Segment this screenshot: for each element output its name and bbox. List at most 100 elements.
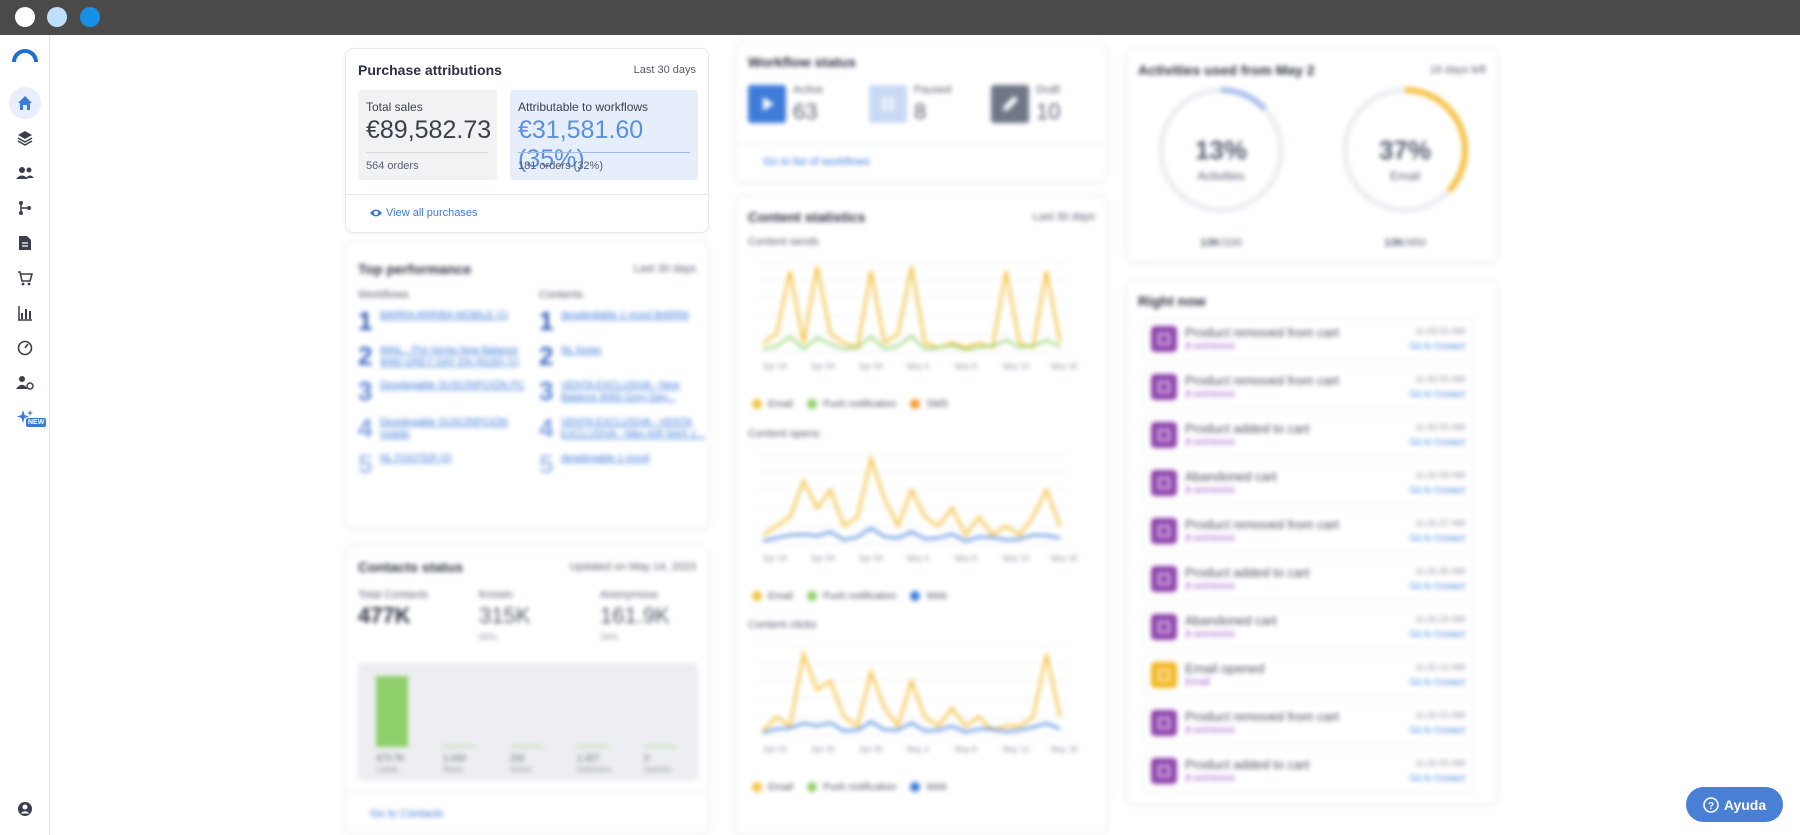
top-item-link[interactable]: Desplegable SUSCRIPCIÓN mobile <box>380 417 508 440</box>
x-tick-label: May 14 <box>1003 362 1030 371</box>
activity-feed-row: Product removed from cart A someone 11:31:… <box>1144 702 1474 744</box>
top-performance-period: Last 30 days <box>633 263 696 275</box>
go-to-contact-link[interactable]: Go to Contact <box>1409 677 1465 687</box>
top-item-link[interactable]: VENTA EXCLUSIVA - New Balance 9060 Grey … <box>561 380 680 403</box>
top-item-link[interactable]: BARRA ARRIBA MOBILE (1) <box>380 310 509 321</box>
rank-number: 1 <box>539 306 554 336</box>
svg-text:?: ? <box>1708 801 1714 812</box>
nav-cart-icon[interactable] <box>9 262 41 294</box>
top-item-link[interactable]: MAIL - Pre-Venta New Balance 9060 GREY D… <box>380 345 519 368</box>
top-item-link[interactable]: VENTA EXCLUSIVA - VENTA EXCLUSIVA - Nike… <box>561 417 705 440</box>
go-to-contact-link[interactable]: Go to Contact <box>1409 437 1465 447</box>
top-item-link[interactable]: desplegable 1 movil <box>561 453 650 464</box>
nav-analytics-icon[interactable] <box>9 297 41 329</box>
go-to-workflows-link[interactable]: Go to list of workflows <box>763 156 870 168</box>
secondary-series-line <box>762 334 1061 351</box>
legend-item[interactable]: Web <box>910 591 947 602</box>
event-title: Product removed from cart <box>1185 517 1339 532</box>
rank-number: 2 <box>358 341 373 371</box>
legend-item[interactable]: Email <box>752 782 793 793</box>
x-tick-label: May 4 <box>907 554 929 563</box>
rank-number: 4 <box>539 413 554 443</box>
event-icon <box>1151 758 1177 784</box>
legend-item[interactable]: Push notification <box>807 782 896 793</box>
event-subject: A someone <box>1185 389 1236 400</box>
attributable-label: Attributable to workflows <box>518 100 649 114</box>
event-title: Product added to cart <box>1185 757 1310 772</box>
contact-bar-value: 232 <box>510 753 526 763</box>
total-sales-box: Total sales €89,582.73 564 orders <box>358 90 497 180</box>
event-icon <box>1151 614 1177 640</box>
event-time: 11:31:24 AM <box>1415 614 1465 624</box>
contact-bar-label: Defecters <box>577 765 612 774</box>
contact-bar-label: Leads <box>376 765 398 774</box>
activity-feed-row: Email opened Email 11:31:12 AM Go to Contac… <box>1144 654 1474 696</box>
go-to-contact-link[interactable]: Go to Contact <box>1409 773 1465 783</box>
nav-workflows-icon[interactable] <box>9 192 41 224</box>
event-subject: A someone <box>1185 341 1236 352</box>
legend-item[interactable]: Push notification <box>807 399 896 410</box>
go-to-contact-link[interactable]: Go to Contact <box>1409 581 1465 591</box>
purchase-period: Last 30 days <box>633 64 696 76</box>
top-item-link[interactable]: Desplegable SUSCRIPCIÓN PC <box>380 380 525 391</box>
contacts-updated: Updated on May 14, 2023 <box>569 561 696 573</box>
top-item-link[interactable]: NL footer <box>561 345 602 356</box>
nav-layers-icon[interactable] <box>9 122 41 154</box>
legend-item[interactable]: Email <box>752 399 793 410</box>
go-to-contacts-link[interactable]: Go to Contacts <box>370 808 444 820</box>
go-to-contact-link[interactable]: Go to Contact <box>1409 533 1465 543</box>
contact-bar <box>376 675 408 747</box>
top-item-link[interactable]: NL FOOTER (2) <box>380 453 452 464</box>
window-close-button[interactable] <box>15 7 35 27</box>
go-to-contact-link[interactable]: Go to Contact <box>1409 485 1465 495</box>
event-title: Product removed from cart <box>1185 373 1339 388</box>
top-item-link[interactable]: despleglable 1 movil BARRA <box>561 310 689 321</box>
window-maximize-button[interactable] <box>80 7 100 27</box>
sidebar: NEW <box>0 35 50 835</box>
event-time: 11:31:00 AM <box>1415 758 1465 768</box>
event-title: Product removed from cart <box>1185 709 1339 724</box>
x-tick-label: May 8 <box>955 362 977 371</box>
event-icon <box>1151 422 1177 448</box>
go-to-contact-link[interactable]: Go to Contact <box>1409 725 1465 735</box>
gauge-usage: 13K/100 <box>1200 237 1242 249</box>
nav-contacts-icon[interactable] <box>9 157 41 189</box>
event-time: 11:31:30 AM <box>1415 566 1465 576</box>
nav-user-settings-icon[interactable] <box>9 367 41 399</box>
activity-gauge: 13% Activities <box>1156 85 1286 215</box>
go-to-contact-link[interactable]: Go to Contact <box>1409 389 1465 399</box>
legend-item[interactable]: SMS <box>910 399 948 410</box>
legend-item[interactable]: Web <box>910 782 947 793</box>
go-to-contact-link[interactable]: Go to Contact <box>1409 629 1465 639</box>
window-minimize-button[interactable] <box>47 7 67 27</box>
anonymous-label: Anonymous <box>600 589 659 601</box>
nav-content-icon[interactable] <box>9 227 41 259</box>
view-all-purchases-link[interactable]: View all purchases <box>370 207 478 219</box>
app-logo-icon[interactable] <box>12 47 38 63</box>
event-icon <box>1151 566 1177 592</box>
legend-item[interactable]: Email <box>752 591 793 602</box>
event-subject: A someone <box>1185 485 1236 496</box>
go-to-contact-link[interactable]: Go to Contact <box>1409 341 1465 351</box>
nav-ai-sparkle-icon[interactable]: NEW <box>9 402 47 434</box>
event-title: Email opened <box>1185 661 1265 676</box>
help-button[interactable]: ? Ayuda <box>1686 787 1783 822</box>
nav-dashboard-icon[interactable] <box>9 332 41 364</box>
event-icon <box>1151 326 1177 352</box>
rank-number: 1 <box>358 306 373 336</box>
legend-item[interactable]: Push notification <box>807 591 896 602</box>
event-time: 11:33:01 AM <box>1415 326 1465 336</box>
known-value: 315K <box>479 603 531 628</box>
email-series-line <box>762 453 1062 538</box>
content-stats-title: Content statistics <box>748 209 866 225</box>
activity-feed-row: Abandoned cart A someone 11:31:59 AM Go to … <box>1144 462 1474 504</box>
content-chart-title: Content clicks <box>748 619 817 631</box>
rank-number: 5 <box>358 449 373 479</box>
gauge-label: Activities <box>1197 169 1245 183</box>
event-subject: A someone <box>1185 437 1236 448</box>
nav-account-icon[interactable] <box>9 793 41 825</box>
secondary-series-line <box>762 720 1061 734</box>
workflow-status-title: Workflow status <box>748 54 856 70</box>
window-titlebar <box>0 0 1800 35</box>
nav-home-icon[interactable] <box>9 87 41 119</box>
